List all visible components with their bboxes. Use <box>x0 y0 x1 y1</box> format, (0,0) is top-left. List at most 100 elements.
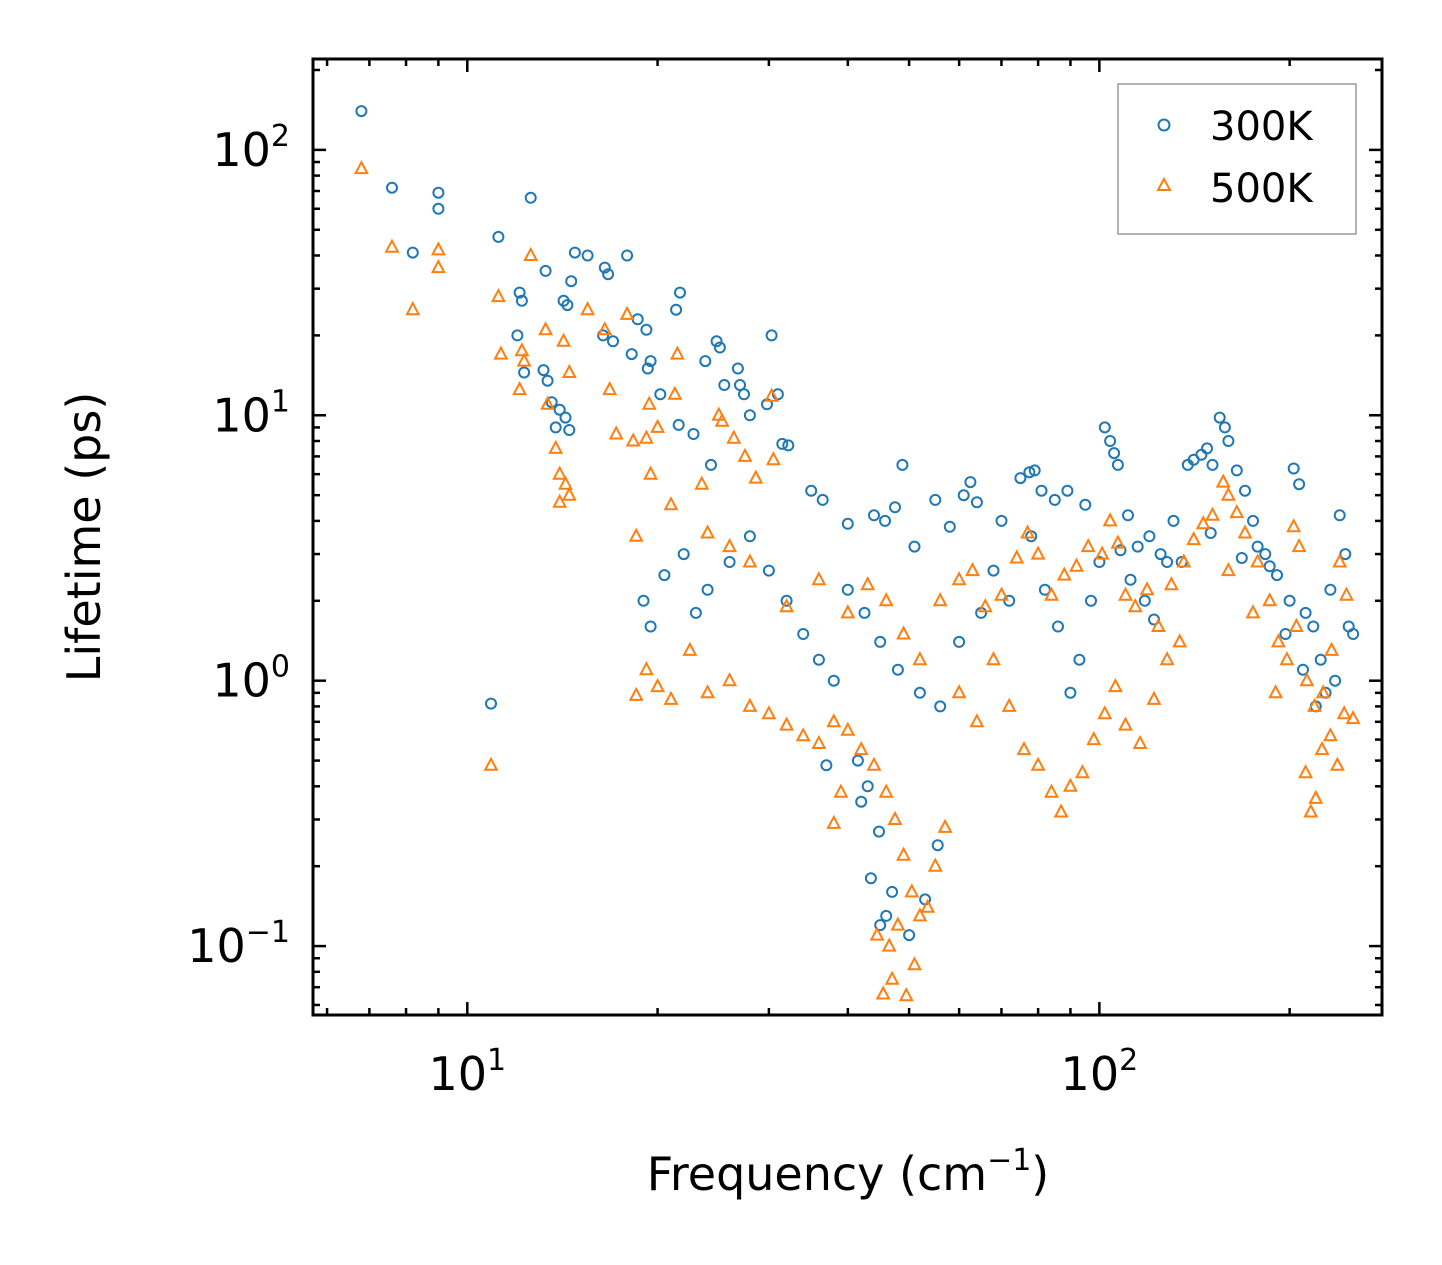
point-500k <box>1016 740 1032 756</box>
point-300k <box>1307 620 1320 633</box>
point-300k <box>644 355 657 368</box>
x-axis-label-superscript: −1 <box>987 1143 1031 1178</box>
point-500k <box>1229 503 1245 519</box>
point-300k <box>597 329 610 342</box>
point-300k <box>699 355 712 368</box>
point-300k <box>1154 548 1167 561</box>
point-500k <box>405 301 421 316</box>
point-500k <box>869 926 885 941</box>
point-300k <box>710 335 723 348</box>
point-500k <box>663 690 679 705</box>
y-tick-label: 102 <box>212 119 290 177</box>
point-500k <box>912 907 928 922</box>
point-500k <box>884 970 900 985</box>
data-marks <box>353 105 1361 1002</box>
point-300k <box>1279 628 1292 640</box>
point-300k <box>607 335 619 348</box>
point-500k <box>561 363 577 378</box>
point-300k <box>1104 435 1117 447</box>
point-500k <box>552 465 568 480</box>
point-500k <box>430 241 446 256</box>
point-300k <box>654 388 667 401</box>
point-500k <box>1118 586 1133 601</box>
point-300k <box>1073 653 1086 666</box>
y-tick-label-base: 10 <box>212 123 271 177</box>
point-300k <box>1222 435 1235 447</box>
legend-box <box>1117 83 1357 235</box>
point-300k <box>621 249 634 262</box>
point-300k <box>964 476 977 489</box>
point-500k <box>965 561 980 577</box>
point-500k <box>1339 586 1354 601</box>
y-tick-label-base: 10 <box>212 388 271 442</box>
point-300k <box>1314 653 1327 666</box>
point-500k <box>608 425 624 440</box>
point-300k <box>515 294 528 307</box>
point-300k <box>987 564 1000 577</box>
point-500k <box>779 598 795 613</box>
point-300k <box>995 514 1008 527</box>
point-500k <box>878 783 894 798</box>
y-tick-label: 100 <box>212 650 290 708</box>
point-300k <box>1143 530 1156 543</box>
point-500k <box>523 246 539 261</box>
point-300k <box>797 628 810 640</box>
point-300k <box>1114 544 1127 557</box>
point-300k <box>1085 594 1097 607</box>
point-500k <box>1094 545 1110 560</box>
point-500k <box>742 697 758 712</box>
point-300k <box>1206 458 1219 471</box>
legend: 300K 500K <box>1117 83 1357 235</box>
point-500k <box>896 625 912 640</box>
point-500k <box>722 537 738 553</box>
point-300k <box>485 697 497 710</box>
point-300k <box>1064 686 1077 699</box>
point-300k <box>598 261 611 274</box>
series-500k <box>353 159 1361 1002</box>
point-300k <box>1342 620 1355 633</box>
point-300k <box>738 388 750 401</box>
point-500k <box>643 465 659 480</box>
point-500k <box>1298 764 1314 779</box>
point-300k <box>934 700 947 713</box>
point-500k <box>700 684 716 699</box>
point-500k <box>1220 561 1236 577</box>
point-300k <box>908 540 921 553</box>
point-500k <box>737 447 753 462</box>
point-500k <box>1009 549 1025 564</box>
point-300k <box>896 458 909 471</box>
point-300k <box>1124 573 1137 586</box>
point-300k <box>640 323 653 336</box>
point-500k <box>580 301 596 316</box>
point-300k <box>1251 540 1264 553</box>
point-500k <box>540 395 556 410</box>
point-500k <box>840 604 856 619</box>
point-300k <box>511 329 524 342</box>
point-500k <box>1299 672 1315 687</box>
point-500k <box>669 345 685 360</box>
point-300k <box>1230 464 1243 477</box>
point-500k <box>1176 553 1192 568</box>
point-300k <box>1293 478 1306 491</box>
point-300k <box>931 839 944 852</box>
point-300k <box>561 299 574 312</box>
point-300k <box>812 653 825 666</box>
point-500k <box>1074 764 1090 779</box>
point-500k <box>1146 690 1162 705</box>
point-300k <box>868 509 880 522</box>
point-300k <box>841 517 854 530</box>
point-300k <box>903 929 916 942</box>
point-300k <box>1329 674 1342 687</box>
point-300k <box>549 421 562 434</box>
y-tick-label: 10−1 <box>187 915 290 973</box>
legend-label-300k: 300K <box>1210 104 1314 150</box>
point-300k <box>1271 569 1283 582</box>
point-300k <box>1131 540 1144 553</box>
y-tick-label-base: 10 <box>212 654 271 708</box>
point-300k <box>563 424 576 436</box>
point-500k <box>1159 651 1175 666</box>
point-300k <box>953 635 966 648</box>
point-500k <box>748 469 764 484</box>
point-300k <box>672 418 685 431</box>
